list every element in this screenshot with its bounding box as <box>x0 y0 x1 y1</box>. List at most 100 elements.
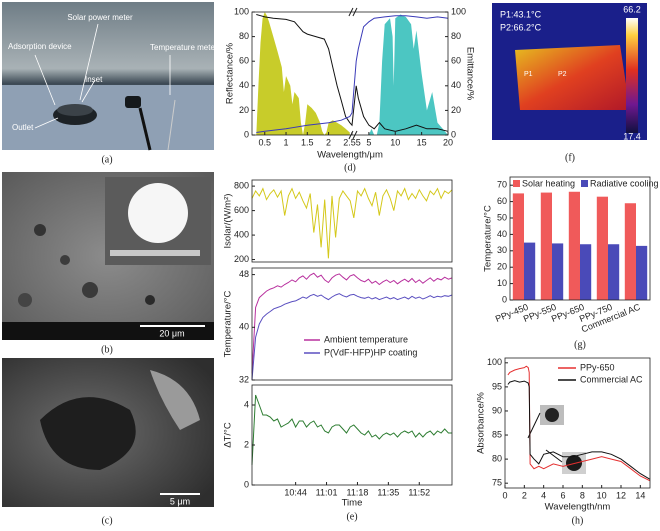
caption: (d) <box>344 162 356 173</box>
bar <box>512 193 524 300</box>
photo-label: P1 <box>524 71 533 78</box>
axis-label: Time <box>342 498 363 509</box>
line <box>507 380 651 480</box>
y-tick-label: 0 <box>244 129 249 139</box>
scale-bar-label: 20 μm <box>159 328 184 338</box>
legend-label: Ambient temperature <box>324 334 408 344</box>
plot-frame <box>251 267 453 381</box>
y-tick-label: 100 <box>234 6 249 16</box>
y-tick-label: 85 <box>492 429 502 439</box>
y-tick-label: 50 <box>497 212 507 222</box>
y-tick-label: 600 <box>234 205 249 215</box>
legend-label: Solar heating <box>522 178 575 188</box>
bar <box>524 242 536 300</box>
y-tick-label: 90 <box>492 405 502 415</box>
y-tick-label: 75 <box>492 478 502 488</box>
y-tick-label: 60 <box>451 56 461 66</box>
plot-frame <box>509 176 651 301</box>
x-tick-label: 14 <box>635 490 645 500</box>
legend-swatch <box>581 180 588 187</box>
bar <box>552 243 564 300</box>
y-tick-label: 200 <box>234 254 249 264</box>
axis-label: Emittance/% <box>464 47 475 101</box>
y-tick-label: 60 <box>497 196 507 206</box>
line <box>251 394 452 466</box>
x-tick-label: 20 <box>443 137 453 147</box>
scale-bar-label: 5 μm <box>170 496 190 506</box>
bar <box>636 245 648 300</box>
x-tick-label: 8 <box>580 490 585 500</box>
y-tick-label: 30 <box>497 245 507 255</box>
y-tick-label: 80 <box>492 453 502 463</box>
y-tick-label: 0 <box>244 479 249 489</box>
x-tick-label: 11:01 <box>316 487 338 497</box>
photo-label: Outlet <box>12 123 34 132</box>
bar <box>580 244 592 300</box>
axis-label: Absorbance/% <box>476 392 487 454</box>
y-tick-label: 4 <box>244 399 249 409</box>
y-tick-label: 400 <box>234 229 249 239</box>
x-tick-label: 11:18 <box>347 487 369 497</box>
y-tick-label: 20 <box>497 262 507 272</box>
caption: (g) <box>574 339 586 350</box>
x-tick-label: 11:35 <box>377 487 399 497</box>
axis-label: Isolar/(W/m²) <box>223 194 234 249</box>
x-tick-label: 1 <box>284 137 289 147</box>
y-tick-label: 80 <box>239 31 249 41</box>
y-tick-label: 60 <box>239 56 249 66</box>
legend-label: Radiative cooling <box>590 178 659 188</box>
x-tick-label: 10 <box>597 490 607 500</box>
axis-label: ΔT/°C <box>223 422 234 448</box>
x-tick-label: 2 <box>326 137 331 147</box>
legend-label: P(VdF-HFP)HP coating <box>324 347 417 357</box>
axis-label: Temperature/°C <box>483 205 494 272</box>
photo-label: Solar power meter <box>67 13 133 22</box>
y-tick-label: 0 <box>451 129 456 139</box>
bar <box>596 196 608 300</box>
caption: (b) <box>101 344 113 355</box>
axis-break <box>348 7 358 140</box>
photo-f: P1:43.1°C P2:66.2°C P1 P2 66.2 17.4 <box>492 3 647 141</box>
plot-frame <box>251 11 449 136</box>
photo-label: Inset <box>85 75 103 84</box>
y-tick-label: 95 <box>492 381 502 391</box>
y-tick-label: 32 <box>239 374 249 384</box>
y-tick-label: 40 <box>239 322 249 332</box>
x-tick-label: 0 <box>502 490 507 500</box>
plot-frame <box>251 384 453 486</box>
y-tick-label: 40 <box>497 229 507 239</box>
caption: (h) <box>572 515 584 526</box>
x-tick-label: 4 <box>541 490 546 500</box>
line <box>251 272 453 374</box>
bar <box>568 191 580 300</box>
y-tick-label: 70 <box>497 180 507 190</box>
plot-frame <box>251 179 453 263</box>
photo-label: P2:66.2°C <box>500 22 542 32</box>
y-tick-label: 100 <box>451 6 466 16</box>
axis-label: Wavelength/μm <box>317 150 383 161</box>
line <box>507 365 651 482</box>
photo-label: Temperature meter <box>150 43 218 52</box>
legend-label: Commercial AC <box>580 374 643 384</box>
line <box>256 14 449 132</box>
caption: (c) <box>101 515 112 526</box>
y-tick-label: 2 <box>244 439 249 449</box>
x-tick-label: 1.5 <box>301 137 314 147</box>
y-tick-label: 10 <box>497 278 507 288</box>
photo-label: P1:43.1°C <box>500 9 542 19</box>
y-tick-label: 800 <box>234 180 249 190</box>
legend-label: PPy-650 <box>580 362 615 372</box>
photo-b: 20 μm <box>2 172 214 340</box>
photo-label: P2 <box>558 71 567 78</box>
y-tick-label: 20 <box>239 105 249 115</box>
x-tick-label: 0.5 <box>259 137 272 147</box>
area <box>368 14 448 135</box>
photo-c: 5 μm <box>2 358 214 507</box>
caption: (a) <box>101 154 112 165</box>
x-tick-label: 11:52 <box>408 487 430 497</box>
bar <box>608 244 620 300</box>
bar <box>540 192 552 300</box>
y-tick-label: 48 <box>239 269 249 279</box>
photo-label: Adsorption device <box>8 42 72 51</box>
